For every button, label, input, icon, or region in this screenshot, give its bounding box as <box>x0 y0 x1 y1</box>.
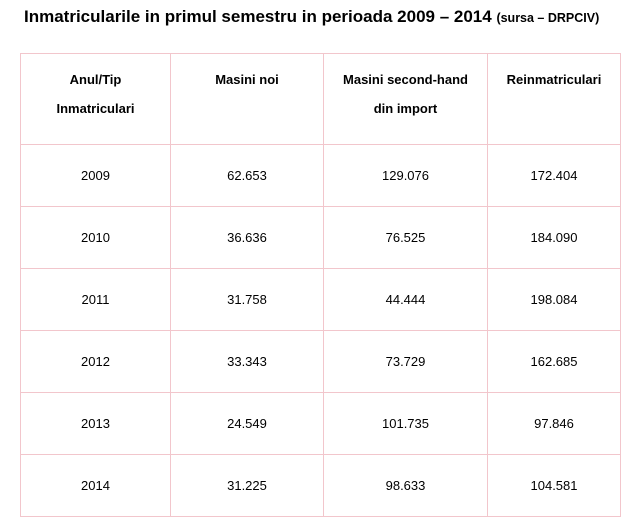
table-row: 2011 31.758 44.444 198.084 <box>20 268 621 331</box>
cell-reregistrations: 172.404 <box>487 144 621 207</box>
header-second-hand-import: Masini second-hand din import <box>323 53 488 145</box>
cell-year: 2014 <box>20 454 171 517</box>
cell-new-cars: 33.343 <box>170 330 324 393</box>
header-new-cars: Masini noi <box>170 53 324 145</box>
cell-second-hand: 73.729 <box>323 330 488 393</box>
cell-year: 2012 <box>20 330 171 393</box>
cell-second-hand: 76.525 <box>323 206 488 269</box>
cell-reregistrations: 97.846 <box>487 392 621 455</box>
cell-year: 2013 <box>20 392 171 455</box>
cell-reregistrations: 162.685 <box>487 330 621 393</box>
table-row: 2010 36.636 76.525 184.090 <box>20 206 621 269</box>
header-second-hand-line1: Masini second-hand <box>343 72 468 87</box>
cell-new-cars: 24.549 <box>170 392 324 455</box>
cell-year: 2011 <box>20 268 171 331</box>
header-year-type-line2: Inmatriculari <box>56 101 135 116</box>
title-main: Inmatricularile in primul semestru in pe… <box>24 7 492 26</box>
table-row: 2013 24.549 101.735 97.846 <box>20 392 621 455</box>
header-reregistrations-label: Reinmatriculari <box>506 72 602 87</box>
cell-second-hand: 101.735 <box>323 392 488 455</box>
table-row: 2014 31.225 98.633 104.581 <box>20 454 621 517</box>
registrations-table: Anul/Tip Inmatriculari Masini noi Masini… <box>20 53 621 517</box>
header-reregistrations: Reinmatriculari <box>487 53 621 145</box>
cell-year: 2009 <box>20 144 171 207</box>
cell-reregistrations: 104.581 <box>487 454 621 517</box>
cell-second-hand: 44.444 <box>323 268 488 331</box>
cell-new-cars: 62.653 <box>170 144 324 207</box>
header-new-cars-label: Masini noi <box>215 72 279 87</box>
page-title: Inmatricularile in primul semestru in pe… <box>24 6 634 29</box>
header-second-hand-line2: din import <box>373 101 438 116</box>
cell-reregistrations: 198.084 <box>487 268 621 331</box>
table-row: 2012 33.343 73.729 162.685 <box>20 330 621 393</box>
cell-new-cars: 31.225 <box>170 454 324 517</box>
cell-reregistrations: 184.090 <box>487 206 621 269</box>
cell-second-hand: 98.633 <box>323 454 488 517</box>
title-source: (sursa – DRPCIV) <box>496 11 600 25</box>
cell-year: 2010 <box>20 206 171 269</box>
table-row: 2009 62.653 129.076 172.404 <box>20 144 621 207</box>
header-row: Anul/Tip Inmatriculari Masini noi Masini… <box>20 53 621 145</box>
header-year-type: Anul/Tip Inmatriculari <box>20 53 171 145</box>
cell-new-cars: 36.636 <box>170 206 324 269</box>
cell-new-cars: 31.758 <box>170 268 324 331</box>
cell-second-hand: 129.076 <box>323 144 488 207</box>
header-year-type-line1: Anul/Tip <box>69 72 122 87</box>
